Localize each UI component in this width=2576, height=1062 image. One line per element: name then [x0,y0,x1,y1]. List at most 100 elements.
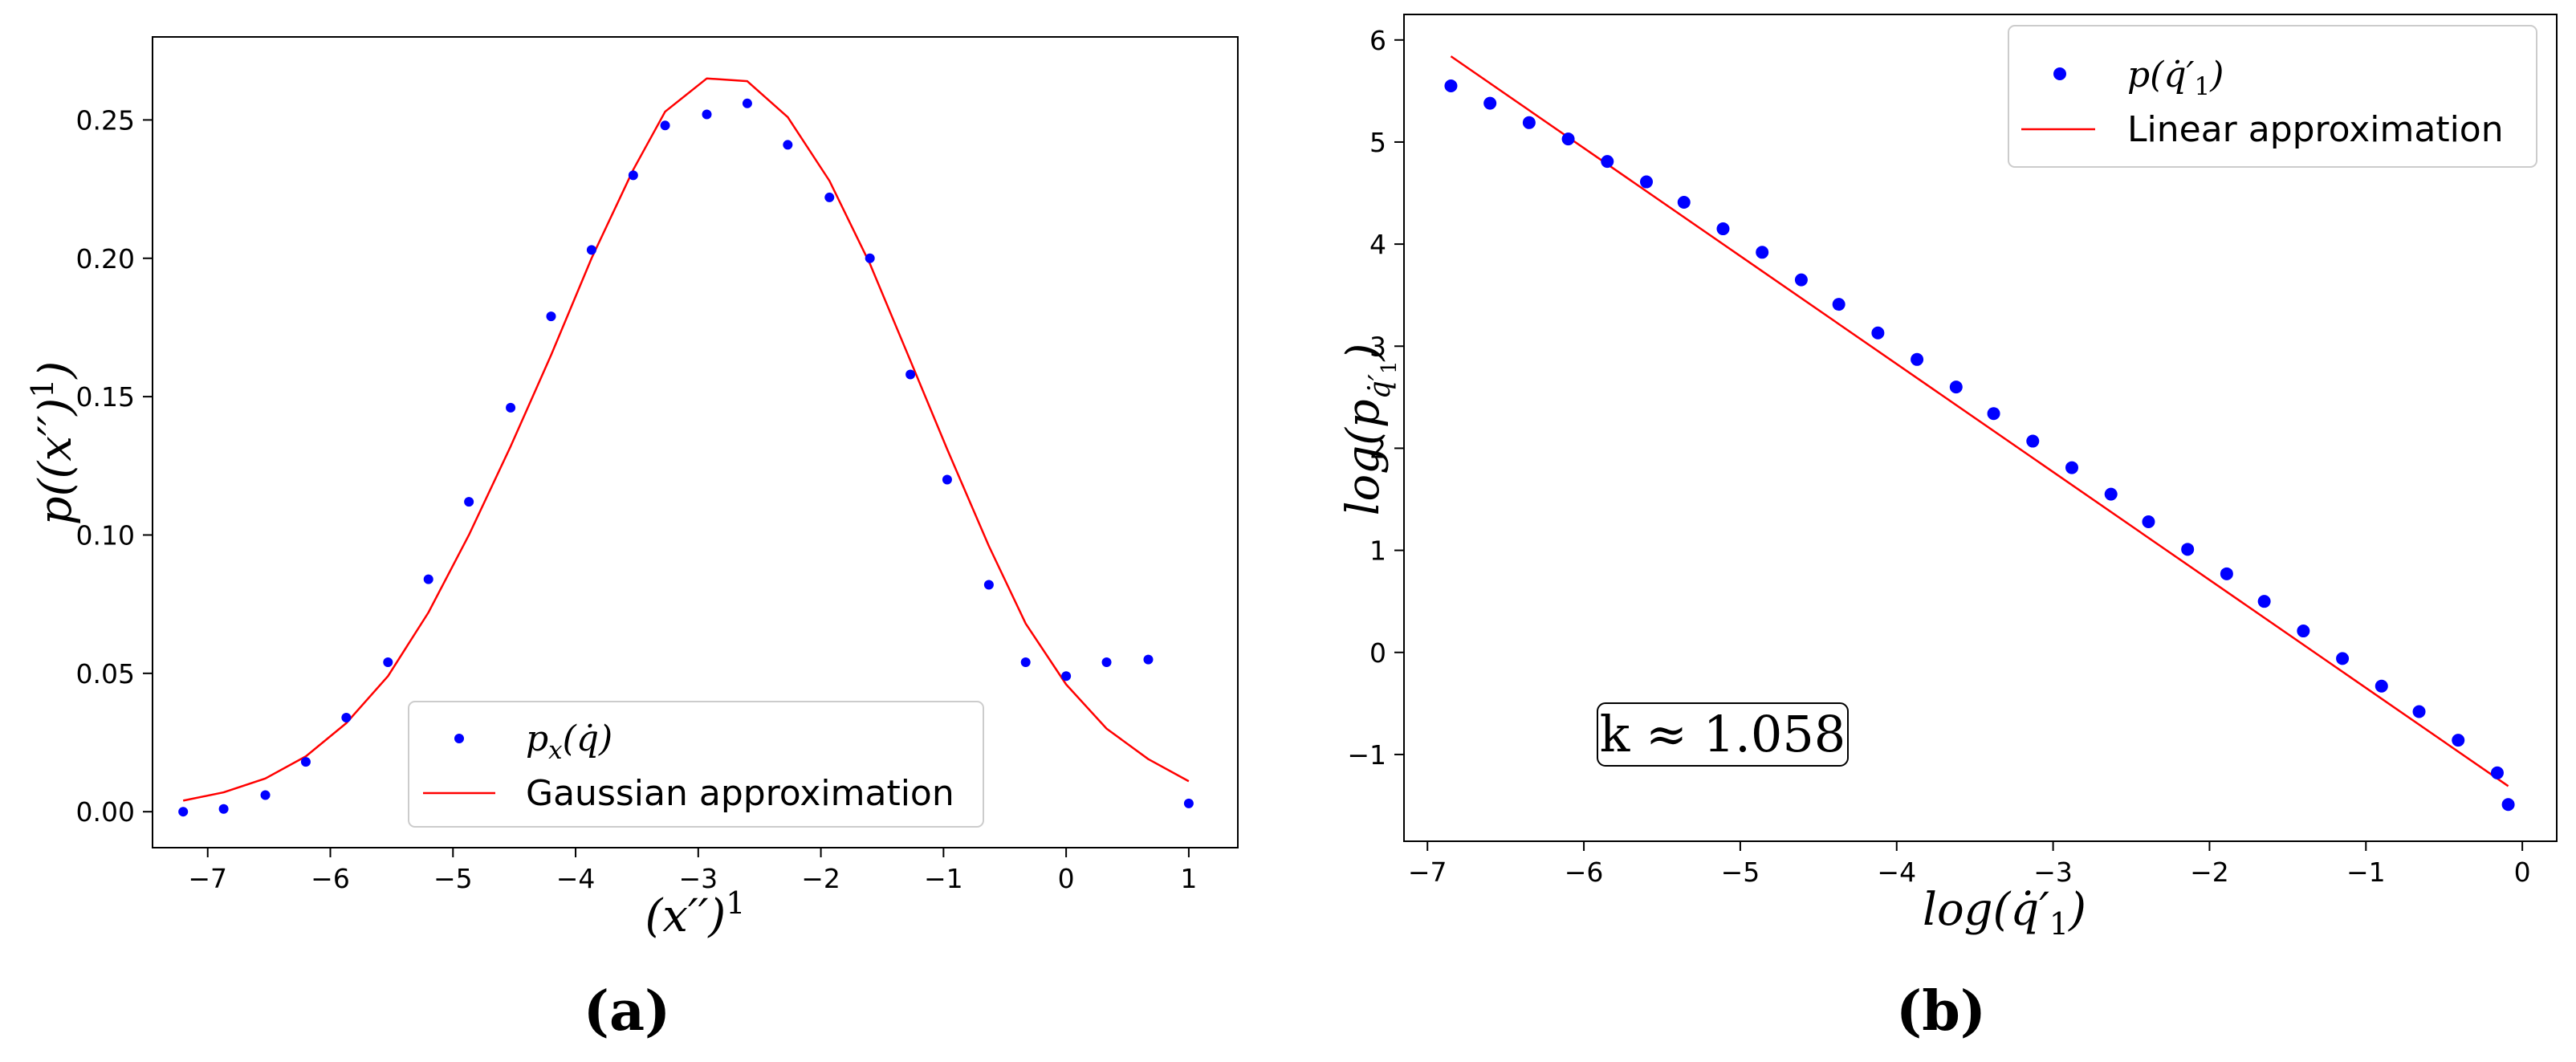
legend-label-pq-close: ) [2209,55,2224,96]
data-point-b [2065,461,2078,474]
legend-label-pq-sub: 1 [2195,72,2211,101]
y-axis-title-b-close: ) [1337,344,1390,362]
x-tick-label-a: −7 [188,863,227,894]
data-point-b [2026,434,2040,448]
data-point-b [2142,515,2155,528]
y-axis-title-a-close: ) [30,361,82,380]
data-point-b [1949,380,1963,394]
y-tick-label-b: 6 [1369,25,1386,56]
data-point-b [1871,326,1885,340]
data-point-b [1756,246,1769,259]
y-tick-label-b: 0 [1369,637,1386,669]
linear-line-series [1450,55,2509,787]
x-tick-label-b: −2 [2190,857,2229,888]
legend-label-px-tail: (q̇) [563,718,613,759]
y-tick-label-b: 1 [1369,535,1386,567]
x-tick-label-b: −7 [1408,857,1447,888]
data-point-b [2412,705,2426,718]
data-point-b [1677,195,1691,209]
panel-label-a: (a) [584,979,670,1044]
data-point-a [865,253,875,263]
y-axis-title-b-subsub: 1 [1378,360,1402,374]
slope-annotation: k ≈ 1.058 [1597,702,1849,767]
data-point-a [1143,654,1154,665]
legend-marker-pq [2053,67,2066,80]
x-tick-label-a: −3 [678,863,718,894]
y-tick-label-b: 2 [1369,433,1386,464]
data-point-b [1640,175,1654,189]
legend-box-b [2008,25,2537,168]
annotation-text: k ≈ 1.058 [1600,705,1846,763]
y-axis-title-b-sub: q̇′ [1364,374,1397,399]
x-tick-label-b: −1 [2346,857,2386,888]
legend-marker-px [454,734,464,743]
data-point-a [300,757,311,767]
x-axis-title-b: log(q̇′1) [1923,884,2086,942]
data-point-a [742,98,752,108]
y-axis-b: −1 0 1 2 3 4 5 6 [1347,25,1404,771]
data-point-a [1020,657,1031,668]
legend-b: p(q̇′1) Linear approximation [2008,25,2537,168]
pq-scatter-series [1444,79,2515,812]
legend-label-px: px(q̇) [526,718,612,765]
data-point-b [1987,407,2000,421]
data-point-b [1911,352,1924,366]
x-tick-label-b: 0 [2514,857,2531,888]
line-a [182,77,1190,802]
x-axis-b: −7 −6 −5 −4 −3 −2 −1 0 [1408,841,2531,888]
x-tick-label-a: −6 [311,863,350,894]
data-point-a [506,402,516,413]
data-point-b [2501,798,2515,812]
data-point-b [2181,543,2195,556]
data-point-a [1101,657,1112,668]
data-point-b [1483,96,1497,110]
data-point-a [218,804,229,814]
data-point-a [1183,798,1194,808]
legend-box-a [408,701,984,828]
data-point-b [2452,734,2465,747]
x-tick-label-a: 0 [1058,863,1075,894]
y-tick-label-a: 0.15 [76,381,135,413]
y-axis-title-a-sup: 1 [25,379,60,398]
x-tick-label-a: −2 [801,863,840,894]
data-point-b [2375,679,2388,693]
gaussian-line-series [182,77,1190,802]
x-tick-label-a: −5 [433,863,473,894]
data-point-a [702,109,712,120]
data-point-a [905,369,916,380]
x-tick-label-b: −3 [2033,857,2073,888]
annotation-box [1597,702,1849,767]
data-point-a [942,474,952,485]
x-axis-title-a: (x′′)1 [645,885,746,942]
x-axis-title-b-sub: 1 [2049,906,2069,942]
y-axis-a: 0.00 0.05 0.10 0.15 0.20 0.25 [76,104,153,828]
data-point-a [464,497,474,507]
x-axis-title-a-sup: 1 [726,885,745,921]
data-point-a [660,120,670,131]
y-tick-label-b: −1 [1347,739,1386,771]
line-b [1450,55,2509,787]
data-point-b [2490,766,2504,779]
panel-a: −7 −6 −5 −4 −3 −2 −1 0 1 0.00 0.05 0.10 0.15 0.20 0.2… [25,36,1239,1044]
x-tick-label-a: −4 [556,863,596,894]
legend-label-px-sub: x [548,736,563,765]
x-axis-title-b-close: ) [2068,884,2086,936]
x-tick-label-a: −1 [924,863,963,894]
data-point-a [341,712,352,722]
legend-label-linear: Linear approximation [2127,109,2504,150]
x-tick-label-b: −5 [1721,857,1760,888]
data-point-b [1444,79,1458,93]
data-point-b [2297,625,2310,638]
data-point-a [824,192,835,202]
data-point-a [546,311,556,322]
y-tick-label-b: 4 [1369,229,1386,260]
data-point-b [1832,298,1846,311]
data-point-b [1794,273,1808,287]
x-tick-label-a: 1 [1180,863,1197,894]
y-tick-label-a: 0.20 [76,243,135,275]
data-point-a [423,574,433,584]
legend-label-px-main: p [526,718,548,759]
x-tick-label-b: −6 [1565,857,1604,888]
y-tick-label-a: 0.10 [76,519,135,551]
